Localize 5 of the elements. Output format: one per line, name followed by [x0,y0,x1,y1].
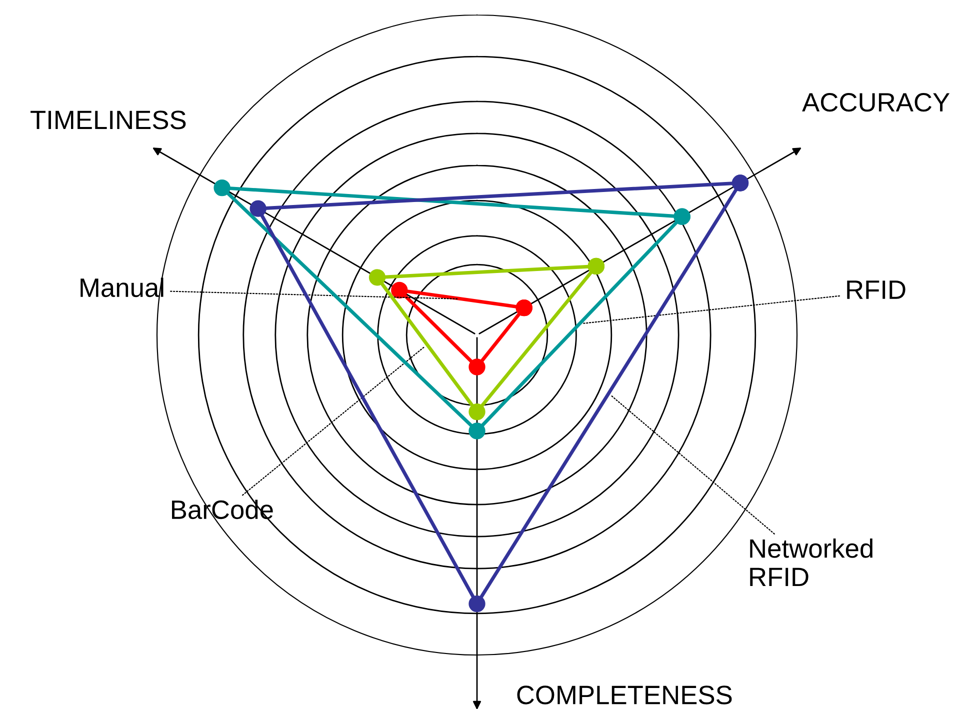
spoke-label: TIMELINESS [30,110,186,130]
spoke-label: COMPLETENESS [517,686,732,704]
text: RFID [847,280,906,299]
text: Networked RFID [750,538,872,586]
spoke-label: ACCURACY [802,92,950,112]
